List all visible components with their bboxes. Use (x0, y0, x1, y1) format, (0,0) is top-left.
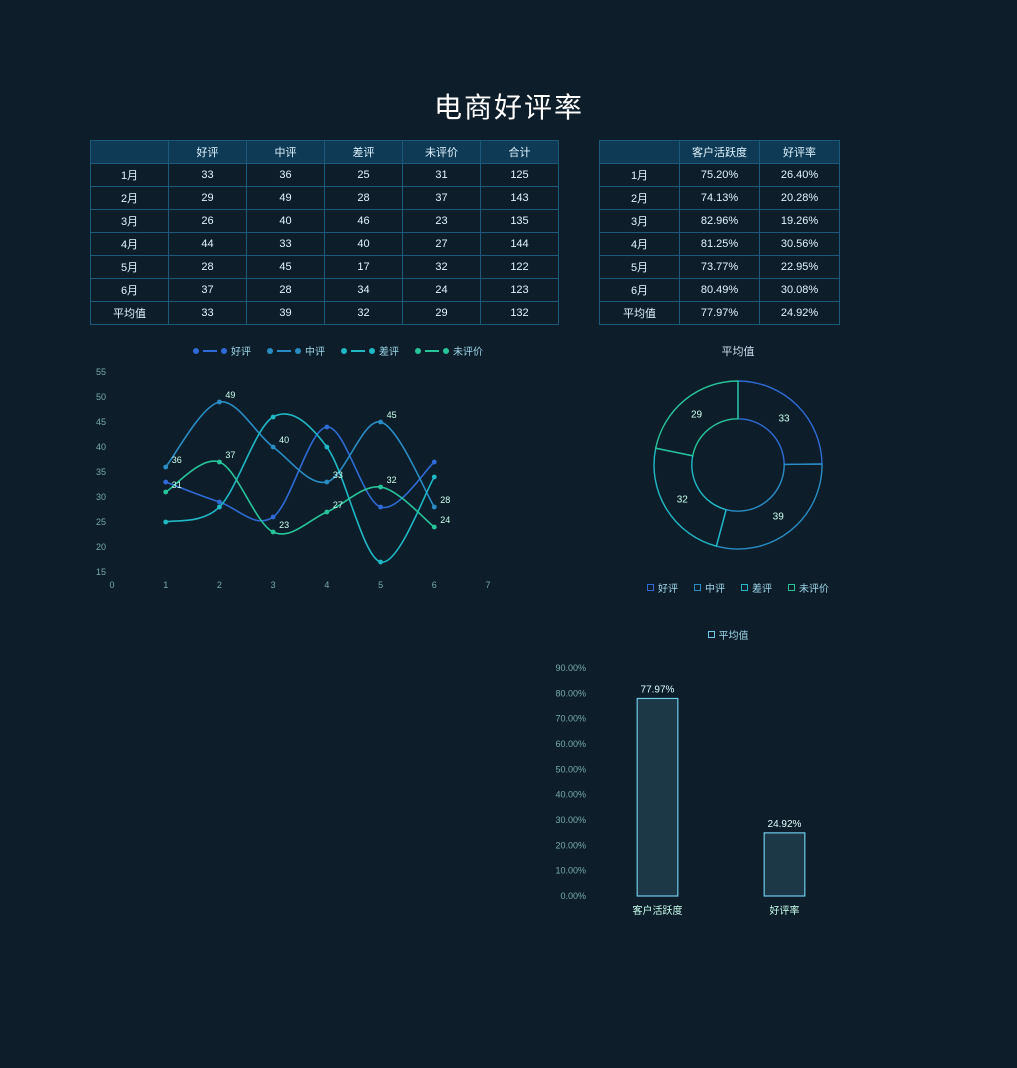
svg-text:70.00%: 70.00% (555, 714, 586, 724)
svg-text:24: 24 (440, 515, 450, 525)
svg-text:好评率: 好评率 (770, 904, 800, 917)
svg-text:33: 33 (778, 413, 790, 424)
svg-text:49: 49 (225, 390, 235, 400)
page-title: 电商好评率 (78, 86, 940, 126)
svg-text:45: 45 (96, 417, 106, 427)
table-row: 3月26404623135 (91, 210, 559, 233)
legend-item: 好评 (647, 580, 678, 595)
col-header (600, 141, 680, 164)
svg-text:24.92%: 24.92% (768, 819, 802, 830)
svg-text:1: 1 (163, 580, 168, 590)
svg-text:29: 29 (691, 409, 703, 420)
svg-text:2: 2 (217, 580, 222, 590)
svg-text:3: 3 (271, 580, 276, 590)
dashboard: 电商好评率 好评中评差评未评价合计 1月333625311252月2949283… (78, 78, 940, 990)
table-row: 3月82.96%19.26% (600, 210, 840, 233)
tables-row: 好评中评差评未评价合计 1月333625311252月294928371433月… (78, 140, 940, 325)
legend-item: 好评 (193, 343, 251, 358)
col-header: 未评价 (403, 141, 481, 164)
svg-text:36: 36 (172, 455, 182, 465)
svg-text:0: 0 (109, 580, 114, 590)
bar-chart-panel: 平均值 0.00% 10.00% 20.00% 30.00% 40.00% 50.00% 6… (538, 627, 918, 925)
svg-text:50: 50 (96, 392, 106, 402)
svg-text:37: 37 (225, 450, 235, 460)
svg-text:30: 30 (96, 492, 106, 502)
table-row: 平均值33393229132 (91, 302, 559, 325)
svg-text:6: 6 (432, 580, 437, 590)
table-row: 2月29492837143 (91, 187, 559, 210)
svg-text:0.00%: 0.00% (560, 891, 586, 901)
col-header: 差评 (325, 141, 403, 164)
table-row: 2月74.13%20.28% (600, 187, 840, 210)
rate-table: 客户活跃度好评率 1月75.20%26.40%2月74.13%20.28%3月8… (599, 140, 840, 325)
table-row: 6月80.49%30.08% (600, 279, 840, 302)
col-header (91, 141, 169, 164)
table-row: 6月37283424123 (91, 279, 559, 302)
ratings-table: 好评中评差评未评价合计 1月333625311252月294928371433月… (90, 140, 559, 325)
bar-legend-label: 平均值 (719, 627, 749, 642)
svg-text:4: 4 (324, 580, 329, 590)
col-header: 客户活跃度 (680, 141, 760, 164)
svg-text:15: 15 (96, 567, 106, 577)
col-header: 中评 (247, 141, 325, 164)
svg-text:90.00%: 90.00% (555, 663, 586, 673)
svg-text:10.00%: 10.00% (555, 866, 586, 876)
svg-text:客户活跃度: 客户活跃度 (633, 904, 683, 917)
svg-text:40: 40 (279, 435, 289, 445)
svg-text:32: 32 (387, 475, 397, 485)
table-row: 平均值77.97%24.92% (600, 302, 840, 325)
svg-text:55: 55 (96, 367, 106, 377)
svg-text:31: 31 (172, 480, 182, 490)
legend-item: 未评价 (415, 343, 483, 358)
bar-legend: 平均值 (538, 627, 918, 642)
svg-text:77.97%: 77.97% (641, 684, 675, 695)
svg-text:80.00%: 80.00% (555, 688, 586, 698)
col-header: 好评率 (760, 141, 840, 164)
svg-text:60.00%: 60.00% (555, 739, 586, 749)
table-row: 1月33362531125 (91, 164, 559, 187)
legend-item: 中评 (267, 343, 325, 358)
svg-text:32: 32 (677, 495, 689, 506)
donut-title: 平均值 (558, 343, 918, 359)
donut-chart: 33 39 32 29 (608, 365, 868, 565)
line-chart: 1520253035404550550123456736494033452831… (78, 364, 498, 594)
donut-legend: 好评 中评 差评 未评价 (558, 580, 918, 595)
legend-item: 中评 (694, 580, 725, 595)
svg-text:7: 7 (485, 580, 490, 590)
svg-text:40.00%: 40.00% (555, 790, 586, 800)
svg-text:27: 27 (333, 500, 343, 510)
svg-text:23: 23 (279, 520, 289, 530)
table-row: 5月73.77%22.95% (600, 256, 840, 279)
svg-text:20.00%: 20.00% (555, 840, 586, 850)
col-header: 合计 (481, 141, 559, 164)
svg-text:5: 5 (378, 580, 383, 590)
table-row: 1月75.20%26.40% (600, 164, 840, 187)
legend-item: 差评 (341, 343, 399, 358)
svg-text:45: 45 (387, 410, 397, 420)
svg-text:39: 39 (773, 512, 785, 523)
svg-text:35: 35 (96, 467, 106, 477)
svg-text:50.00%: 50.00% (555, 764, 586, 774)
donut-panel: 平均值 33 39 32 29 好评 中评 差评 未评价 (558, 343, 918, 599)
svg-text:30.00%: 30.00% (555, 815, 586, 825)
table-row: 4月81.25%30.56% (600, 233, 840, 256)
legend-item: 差评 (741, 580, 772, 595)
line-legend: 好评 中评 差评 未评价 (118, 343, 558, 358)
table-row: 5月28451732122 (91, 256, 559, 279)
svg-text:33: 33 (333, 470, 343, 480)
svg-text:28: 28 (440, 495, 450, 505)
svg-text:40: 40 (96, 442, 106, 452)
svg-text:20: 20 (96, 542, 106, 552)
col-header: 好评 (169, 141, 247, 164)
svg-text:25: 25 (96, 517, 106, 527)
table-row: 4月44334027144 (91, 233, 559, 256)
legend-item: 未评价 (788, 580, 829, 595)
bar-chart: 0.00% 10.00% 20.00% 30.00% 40.00% 50.00% 60.00… (538, 650, 858, 920)
line-chart-panel: 好评中评差评未评价 152025303540455055012345673649… (78, 343, 558, 599)
